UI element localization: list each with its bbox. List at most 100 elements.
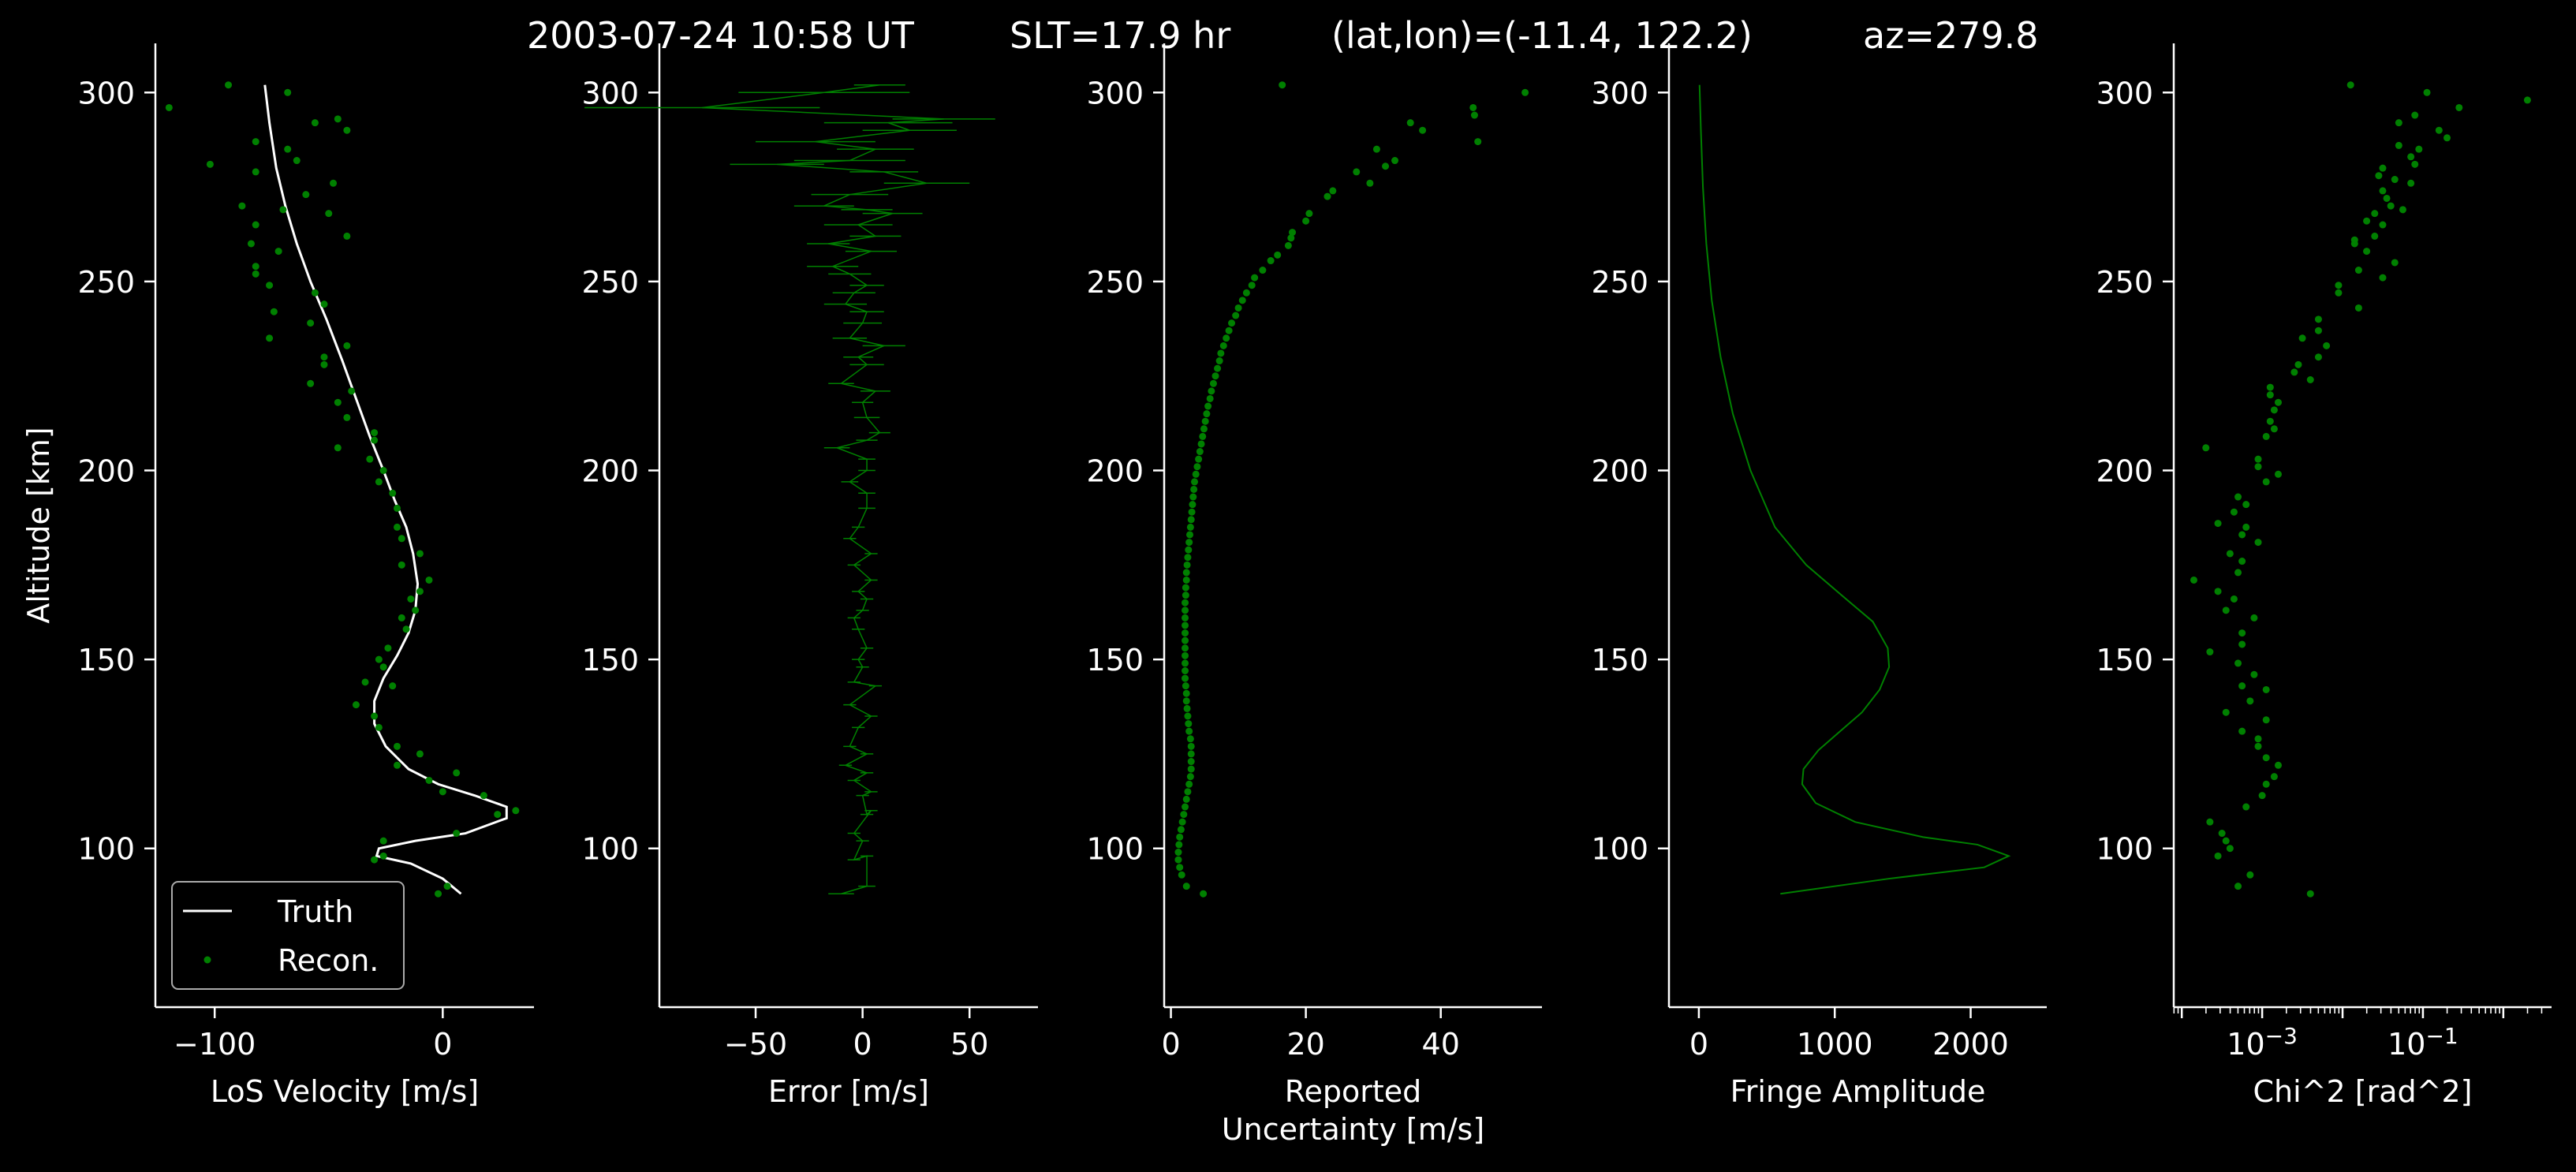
data-point (2254, 742, 2262, 750)
y-tick-label: 200 (2096, 454, 2153, 489)
data-point (1206, 394, 1214, 402)
data-point (2371, 210, 2379, 218)
data-point (1180, 811, 1188, 819)
data-point (453, 830, 461, 838)
data-point (1267, 257, 1275, 265)
data-point (252, 270, 259, 278)
data-point (1219, 342, 1227, 349)
data-point (2262, 685, 2270, 693)
data-point (2274, 470, 2282, 478)
data-point (284, 145, 292, 153)
data-point (2387, 202, 2395, 210)
data-point (2234, 883, 2242, 890)
x-tick-label: 1000 (1797, 1027, 1873, 1062)
data-point (1182, 607, 1189, 614)
y-tick-label: 200 (1591, 454, 1648, 489)
y-tick-label: 100 (1086, 832, 1144, 867)
data-point (1186, 523, 1194, 531)
data-point (1182, 584, 1189, 592)
data-point (1182, 636, 1189, 644)
data-point (443, 883, 451, 890)
data-point (2242, 501, 2250, 509)
data-point (2238, 640, 2246, 648)
y-tick-label: 150 (1086, 643, 1144, 677)
x-tick-label: 0 (1689, 1027, 1708, 1062)
y-tick-label: 300 (581, 76, 639, 110)
data-point (2234, 493, 2242, 501)
data-point (1225, 327, 1233, 334)
x-tick-label: −100 (174, 1027, 256, 1062)
data-point (379, 852, 387, 860)
data-point (2375, 172, 2383, 180)
y-tick-label: 250 (1086, 265, 1144, 300)
data-point (371, 436, 379, 444)
data-point (2226, 550, 2234, 558)
data-point (1174, 856, 1182, 864)
suptitle-azimuth: az=279.8 (1863, 14, 2039, 57)
data-point (1182, 592, 1189, 599)
data-point (1469, 103, 1477, 111)
data-point (2218, 830, 2226, 838)
data-point (2306, 376, 2314, 384)
data-point (2254, 463, 2262, 471)
suptitle-date: 2003-07-24 10:58 UT (527, 14, 914, 57)
error-line (702, 84, 944, 894)
data-point (343, 232, 351, 240)
data-point (1521, 88, 1529, 96)
data-point (1204, 402, 1212, 410)
y-tick-label: 200 (77, 454, 135, 489)
data-point (1228, 319, 1236, 327)
data-point (1189, 501, 1197, 509)
data-point (334, 444, 342, 452)
data-point (2411, 160, 2419, 168)
data-point (1183, 561, 1191, 569)
data-point (2214, 588, 2222, 595)
data-point (2250, 614, 2258, 621)
data-point (1187, 742, 1195, 750)
data-point (379, 467, 387, 475)
data-point (1184, 712, 1192, 720)
legend-truth-label: Truth (277, 894, 353, 929)
data-point (389, 682, 397, 690)
data-point (1182, 689, 1190, 697)
data-point (2262, 478, 2270, 486)
data-point (384, 644, 392, 652)
data-point (1182, 644, 1189, 652)
data-point (2214, 852, 2222, 860)
data-point (1419, 126, 1427, 134)
data-point (1182, 697, 1190, 705)
data-point (1287, 234, 1295, 242)
data-point (512, 807, 520, 815)
data-point (1184, 788, 1192, 796)
data-point (1186, 735, 1194, 743)
data-point (2238, 531, 2246, 539)
data-point (2314, 315, 2322, 323)
data-point (307, 379, 315, 387)
legend-frame (171, 881, 405, 990)
data-point (2407, 179, 2415, 187)
y-tick-label: 150 (581, 643, 639, 677)
y-tick-label: 150 (77, 643, 135, 677)
data-point (1177, 826, 1185, 834)
data-point (2323, 342, 2331, 349)
data-point (1248, 282, 1256, 289)
data-point (252, 168, 259, 176)
x-axis-label: Chi^2 [rad^2] (2253, 1074, 2473, 1109)
data-point (307, 319, 315, 327)
data-line (1698, 84, 2011, 895)
data-point (407, 595, 415, 603)
data-point (1182, 629, 1189, 637)
data-point (1372, 145, 1380, 153)
data-point (2222, 708, 2230, 716)
data-point (416, 750, 424, 758)
data-point (1200, 425, 1208, 433)
data-point (2226, 845, 2234, 853)
data-point (2270, 425, 2278, 433)
x-tick-label: 0 (433, 1027, 452, 1062)
data-point (2234, 659, 2242, 667)
x-tick-label: 0 (1161, 1027, 1180, 1062)
subplot-2: 100 150 200 250 300 −50 0 50 Error [m/s] (581, 43, 1038, 1109)
data-point (2371, 232, 2379, 240)
data-point (2335, 289, 2343, 297)
data-point (2415, 145, 2423, 153)
